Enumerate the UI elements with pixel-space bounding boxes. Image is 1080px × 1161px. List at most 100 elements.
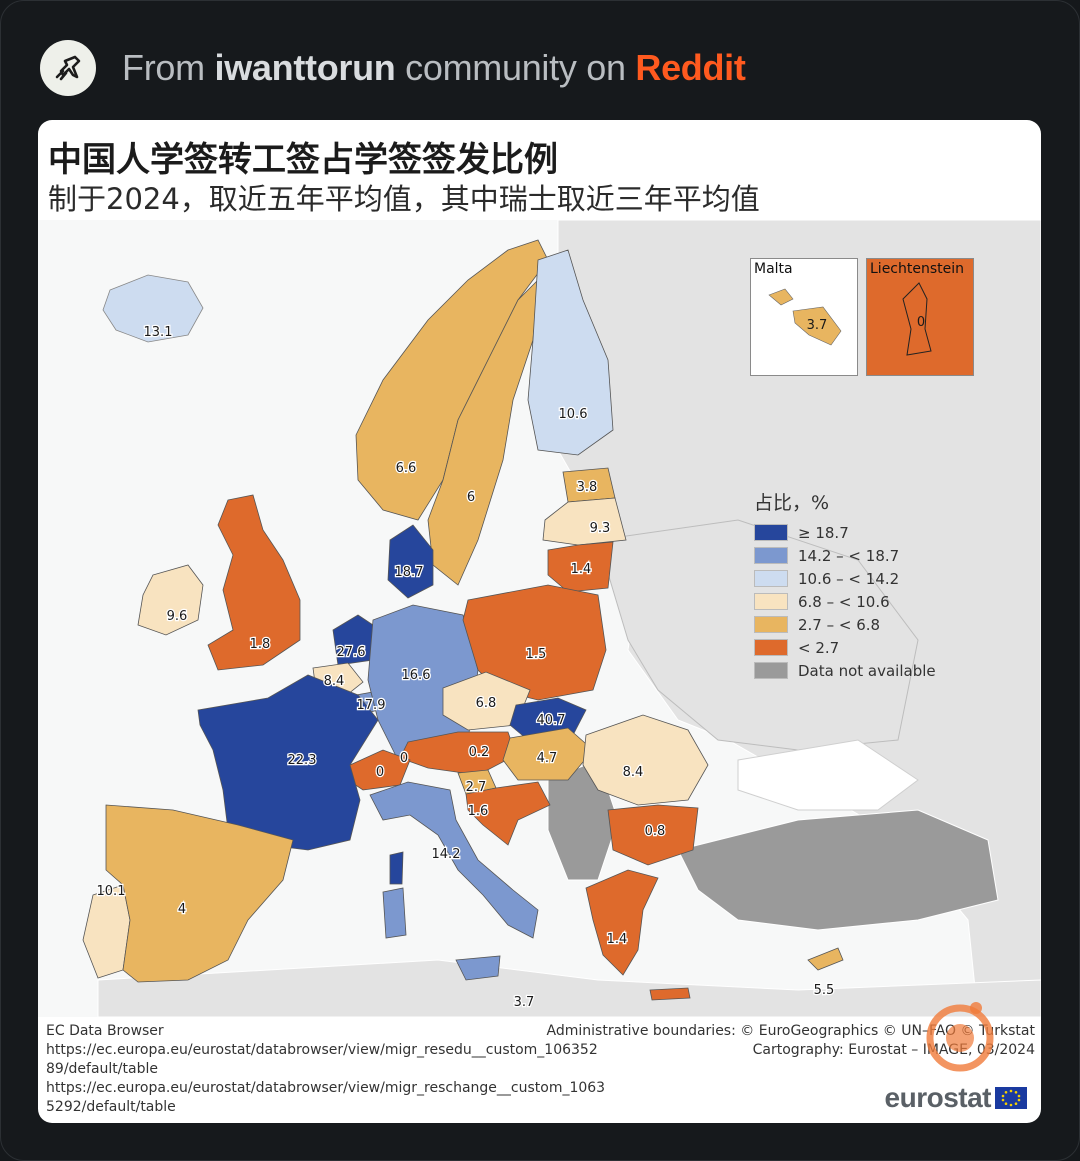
region-denmark — [387, 524, 434, 599]
label-france: 22.3 — [288, 753, 317, 768]
inset-liechtenstein: Liechtenstein 0 — [866, 258, 974, 376]
region-romania — [582, 714, 709, 806]
post-header: From iwanttorun community on Reddit — [40, 40, 746, 96]
label-romania: 8.4 — [623, 765, 644, 780]
region-sardinia — [382, 887, 407, 939]
label-hungary: 4.7 — [537, 751, 558, 766]
legend-swatch — [754, 570, 788, 587]
label-cyprus: 5.5 — [814, 983, 835, 998]
region-ireland — [137, 564, 204, 636]
region-hungary — [502, 727, 594, 781]
source-link-2[interactable]: https://ec.europa.eu/eurostat/databrowse… — [46, 1080, 606, 1115]
legend-label: 6.8 – < 10.6 — [798, 592, 890, 611]
region-latvia — [542, 497, 627, 546]
legend-swatch — [754, 662, 788, 679]
map-card: 中国人学签转工签占学签签发比例 制于2024，取近五年平均值，其中瑞士取近三年平… — [38, 120, 1041, 1123]
inset-malta-title: Malta — [754, 261, 793, 277]
label-norway: 6.6 — [396, 461, 417, 476]
source-title: EC Data Browser — [46, 1023, 164, 1039]
community-name[interactable]: iwanttorun — [214, 47, 396, 88]
label-luxembourg: 17.9 — [357, 698, 386, 713]
malta-island-shape — [792, 306, 842, 346]
region-poland — [462, 584, 607, 701]
legend-label: 10.6 – < 14.2 — [798, 569, 900, 588]
platform-name[interactable]: Reddit — [635, 47, 746, 88]
boundaries-credit: Administrative boundaries: © EuroGeograp… — [546, 1023, 1035, 1039]
eurostat-wordmark: eurostat — [884, 1082, 992, 1113]
region-uk — [207, 494, 301, 671]
legend-label: ≥ 18.7 — [798, 523, 849, 542]
region-france — [197, 674, 379, 851]
inset-liechtenstein-value: 0 — [917, 315, 925, 330]
legend-item: 10.6 – < 14.2 — [754, 567, 936, 590]
legend-item: Data not available — [754, 659, 936, 682]
source-middle: community on — [395, 47, 636, 88]
label-finland: 10.6 — [559, 407, 588, 422]
label-belgium: 8.4 — [324, 674, 345, 689]
post-source-text: From iwanttorun community on Reddit — [122, 47, 746, 89]
legend-item: 14.2 – < 18.7 — [754, 544, 936, 567]
region-croatia — [465, 781, 551, 846]
region-black-sea — [737, 739, 919, 811]
legend-item: 6.8 – < 10.6 — [754, 590, 936, 613]
source-notes: EC Data Browser https://ec.europa.eu/eur… — [46, 1022, 606, 1117]
legend-swatch — [754, 547, 788, 564]
region-cyprus — [807, 947, 844, 971]
region-spain — [105, 804, 294, 983]
legend-label: Data not available — [798, 661, 936, 680]
label-sweden: 6 — [467, 490, 475, 505]
malta-gozo-shape — [768, 288, 794, 306]
label-bulgaria: 0.8 — [645, 824, 666, 839]
region-greece — [585, 869, 659, 976]
legend-label: < 2.7 — [798, 638, 840, 657]
region-iceland — [102, 274, 204, 343]
legend-label: 14.2 – < 18.7 — [798, 546, 900, 565]
label-ireland: 9.6 — [167, 609, 188, 624]
legend-item: 2.7 – < 6.8 — [754, 613, 936, 636]
inset-malta: Malta 3.7 — [750, 258, 858, 376]
source-prefix: From — [122, 47, 215, 88]
region-crete — [649, 987, 691, 1001]
label-croatia: 1.6 — [468, 804, 489, 819]
label-slovenia: 2.7 — [466, 780, 487, 795]
legend-swatch — [754, 524, 788, 541]
source-link-1[interactable]: https://ec.europa.eu/eurostat/databrowse… — [46, 1042, 598, 1077]
map-subtitle: 制于2024，取近五年平均值，其中瑞士取近三年平均值 — [48, 182, 760, 216]
liechtenstein-outline — [902, 282, 932, 356]
label-austria: 0.2 — [469, 745, 490, 760]
label-malta-main: 3.7 — [514, 995, 535, 1010]
runner-icon[interactable] — [40, 40, 96, 96]
region-north-africa — [97, 959, 1041, 1017]
legend-title: 占比，% — [754, 492, 830, 514]
legend-swatch — [754, 639, 788, 656]
region-corsica — [389, 851, 404, 885]
label-lithuania: 1.4 — [571, 562, 592, 577]
label-denmark: 18.7 — [395, 565, 424, 580]
label-germany: 16.6 — [402, 668, 431, 683]
label-switzerland: 0 — [376, 765, 384, 780]
region-lithuania — [547, 541, 614, 593]
label-spain: 4 — [178, 902, 186, 917]
region-bulgaria — [607, 804, 699, 866]
legend-item: < 2.7 — [754, 636, 936, 659]
europe-map: 13.1 6.6 6 10.6 3.8 9.3 1.4 18.7 9.6 1.8… — [38, 220, 1041, 1017]
label-liechtenstein-main: 0 — [400, 751, 408, 766]
label-italy: 14.2 — [432, 847, 461, 862]
label-greece: 1.4 — [607, 932, 628, 947]
map-title: 中国人学签转工签占学签签发比例 — [48, 140, 558, 180]
legend-swatch — [754, 616, 788, 633]
label-czechia: 6.8 — [476, 696, 497, 711]
region-finland — [527, 249, 614, 456]
map-legend: 占比，% ≥ 18.7 14.2 – < 18.7 10.6 – < 14.2 6.8… — [754, 488, 936, 682]
label-poland: 1.5 — [526, 647, 547, 662]
label-slovakia: 40.7 — [537, 713, 566, 728]
region-sicily — [455, 955, 501, 981]
inset-malta-value: 3.7 — [807, 318, 828, 333]
reddit-watermark-icon — [926, 1002, 994, 1072]
eu-flag-icon — [995, 1087, 1027, 1109]
legend-label: 2.7 – < 6.8 — [798, 615, 881, 634]
label-estonia: 3.8 — [577, 480, 598, 495]
label-portugal: 10.1 — [97, 884, 126, 899]
region-italy — [369, 781, 539, 939]
label-uk: 1.8 — [250, 637, 271, 652]
